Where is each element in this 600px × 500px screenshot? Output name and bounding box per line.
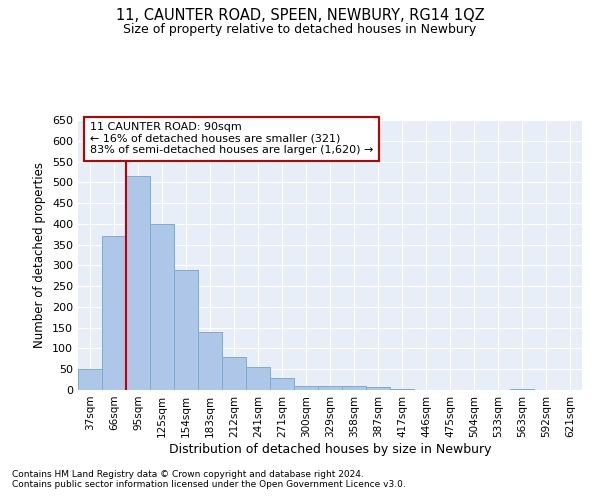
Bar	[366, 386, 390, 390]
Text: 11, CAUNTER ROAD, SPEEN, NEWBURY, RG14 1QZ: 11, CAUNTER ROAD, SPEEN, NEWBURY, RG14 1…	[116, 8, 484, 22]
Bar	[78, 369, 102, 390]
Bar	[150, 224, 174, 390]
Bar	[126, 176, 150, 390]
Bar	[342, 386, 366, 390]
Text: Size of property relative to detached houses in Newbury: Size of property relative to detached ho…	[124, 22, 476, 36]
Bar	[270, 378, 294, 390]
Bar	[198, 332, 222, 390]
Bar	[294, 386, 318, 390]
Bar	[246, 367, 270, 390]
Bar	[318, 386, 342, 390]
Text: Contains HM Land Registry data © Crown copyright and database right 2024.: Contains HM Land Registry data © Crown c…	[12, 470, 364, 479]
Bar	[510, 389, 534, 390]
Y-axis label: Number of detached properties: Number of detached properties	[34, 162, 46, 348]
Bar	[102, 236, 126, 390]
Text: Contains public sector information licensed under the Open Government Licence v3: Contains public sector information licen…	[12, 480, 406, 489]
Bar	[222, 357, 246, 390]
Bar	[390, 389, 414, 390]
Text: 11 CAUNTER ROAD: 90sqm
← 16% of detached houses are smaller (321)
83% of semi-de: 11 CAUNTER ROAD: 90sqm ← 16% of detached…	[90, 122, 373, 156]
Bar	[174, 270, 198, 390]
Text: Distribution of detached houses by size in Newbury: Distribution of detached houses by size …	[169, 442, 491, 456]
